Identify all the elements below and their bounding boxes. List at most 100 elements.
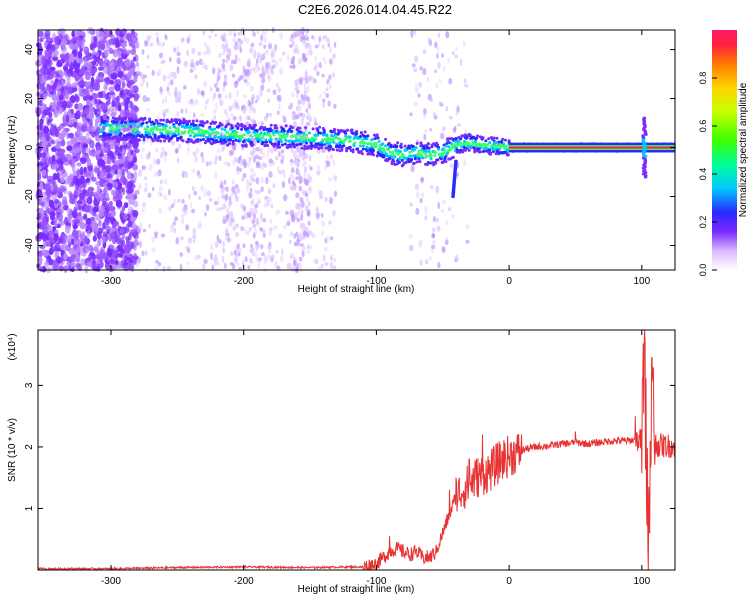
noise-speck — [109, 79, 114, 85]
noise-speck — [326, 160, 331, 167]
ridge-mark — [330, 134, 334, 138]
ridge-mark — [265, 133, 269, 137]
ridge-mark — [363, 141, 367, 145]
noise-speck — [231, 73, 236, 78]
noise-speck — [429, 39, 432, 47]
noise-speck — [441, 53, 445, 58]
noise-speck — [203, 42, 207, 47]
ridge-mark — [353, 141, 357, 145]
noise-speck — [304, 88, 308, 96]
noise-speck — [265, 176, 269, 185]
noise-speck — [234, 256, 238, 264]
ridge-mark — [457, 139, 461, 143]
noise-speck — [119, 36, 124, 44]
noise-speck — [58, 33, 63, 41]
noise-speck — [217, 93, 222, 99]
ridge-mark — [133, 123, 137, 127]
noise-speck — [121, 168, 126, 178]
noise-speck — [271, 58, 276, 63]
noise-speck — [200, 184, 204, 193]
noise-speck — [43, 183, 50, 189]
noise-speck — [272, 46, 277, 54]
noise-speck — [152, 158, 157, 166]
noise-speck — [279, 254, 284, 263]
ridge-mark — [156, 139, 160, 143]
noise-speck — [139, 82, 144, 88]
noise-speck — [424, 259, 429, 265]
ridge-mark — [214, 134, 218, 138]
noise-speck — [124, 164, 129, 173]
noise-speck — [64, 216, 69, 226]
noise-speck — [99, 171, 105, 179]
noise-speck — [71, 147, 77, 157]
noise-speck — [69, 193, 74, 200]
noise-speck — [73, 194, 78, 200]
noise-speck — [325, 87, 329, 92]
noise-speck — [263, 257, 268, 265]
noise-speck — [268, 158, 273, 164]
ridge-mark — [384, 137, 388, 141]
noise-speck — [126, 49, 132, 55]
noise-speck — [160, 146, 166, 154]
ridge-mark — [385, 159, 389, 163]
noise-speck — [75, 262, 80, 270]
noise-speck — [206, 48, 211, 56]
noise-speck — [102, 231, 109, 237]
noise-speck — [260, 244, 264, 250]
noise-speck — [127, 220, 133, 228]
noise-speck — [266, 152, 269, 159]
snr-y-ticks: 123 — [24, 382, 675, 511]
noise-speck — [144, 249, 148, 257]
noise-speck — [233, 32, 237, 38]
x-tick-label: -100 — [366, 576, 386, 587]
noise-speck — [68, 132, 75, 139]
noise-speck — [306, 173, 311, 180]
noise-speck — [183, 85, 187, 90]
noise-speck — [328, 58, 333, 65]
noise-speck — [159, 179, 163, 185]
ridge-mark — [365, 149, 369, 153]
noise-speck — [95, 129, 100, 137]
noise-speck — [225, 206, 230, 214]
noise-speck — [214, 83, 218, 88]
noise-speck — [119, 146, 123, 153]
ridge-mark — [291, 126, 295, 130]
noise-speck — [56, 256, 62, 264]
noise-speck — [68, 101, 73, 108]
noise-speck — [119, 228, 125, 234]
ridge-mark — [142, 135, 146, 139]
noise-speck — [308, 76, 312, 82]
ridge-mark — [473, 148, 477, 152]
noise-speck — [238, 40, 242, 48]
noise-speck — [257, 197, 261, 203]
noise-speck — [191, 47, 196, 55]
ridge-mark — [373, 137, 377, 141]
ridge-mark — [164, 124, 168, 128]
x-tick-label: -300 — [101, 276, 121, 287]
noise-speck — [256, 58, 259, 64]
noise-speck — [121, 28, 128, 35]
noise-speck — [213, 201, 219, 206]
noise-speck — [89, 139, 95, 149]
noise-speck — [73, 122, 77, 128]
noise-speck — [190, 58, 194, 64]
noise-speck — [198, 58, 203, 66]
y-tick-label: 3 — [24, 382, 35, 388]
noise-speck — [228, 200, 232, 208]
noise-speck — [237, 77, 241, 82]
ridge-mark — [434, 161, 438, 165]
noise-speck — [316, 148, 321, 154]
noise-speck — [423, 107, 427, 115]
noise-speck — [126, 173, 132, 180]
noise-speck — [293, 186, 297, 192]
noise-speck — [333, 190, 338, 198]
ridge-mark — [387, 141, 391, 145]
noise-speck — [231, 178, 235, 186]
ridge-mark — [312, 139, 316, 143]
noise-speck — [44, 29, 51, 38]
ridge-mark — [175, 138, 179, 142]
noise-speck — [205, 204, 210, 212]
noise-speck — [194, 255, 199, 261]
noise-speck — [117, 70, 124, 78]
